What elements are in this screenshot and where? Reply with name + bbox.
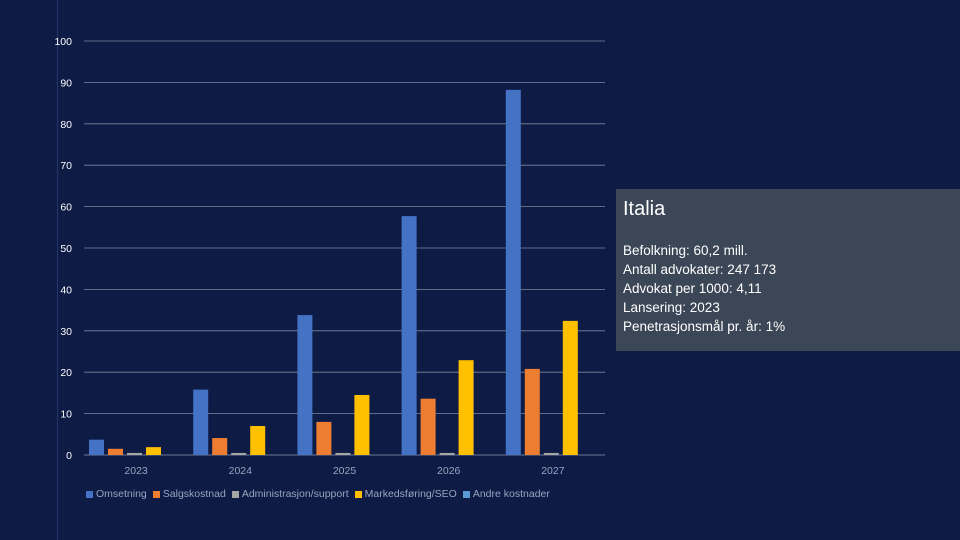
country-title: Italia <box>623 198 666 220</box>
y-tick-label: 90 <box>60 77 72 89</box>
legend-label: Omsetning <box>96 488 147 500</box>
info-lawyer-count: Antall advokater: 247 173 <box>623 262 777 277</box>
info-launch-year: Lansering: 2023 <box>623 300 720 315</box>
bar-omsetning <box>401 216 417 455</box>
bar-salgskostnad <box>316 421 332 455</box>
legend-swatch <box>152 490 160 498</box>
legend-label: Salgskostnad <box>162 488 226 500</box>
bar-administrasjon-support <box>439 452 455 455</box>
x-tick-label: 2026 <box>437 465 461 477</box>
x-tick-label: 2024 <box>229 465 253 477</box>
y-tick-label: 100 <box>54 36 72 48</box>
bar-markedsf-ring-seo <box>146 447 161 455</box>
bar-omsetning <box>505 89 521 456</box>
y-tick-label: 80 <box>60 119 72 131</box>
y-tick-label: 40 <box>60 284 72 296</box>
legend-label: Andre kostnader <box>472 488 550 500</box>
bar-salgskostnad <box>420 398 436 455</box>
bar-salgskostnad <box>212 438 228 455</box>
x-tick-label: 2023 <box>124 465 148 477</box>
bar-salgskostnad <box>108 448 123 455</box>
legend-swatch <box>231 490 239 498</box>
bar-omsetning <box>193 389 209 455</box>
bar-administrasjon-support <box>231 452 247 455</box>
legend-item: Markedsføring/SEO <box>354 488 457 500</box>
legend-item: Administrasjon/support <box>231 488 349 500</box>
bar-markedsf-ring-seo <box>458 360 474 455</box>
y-tick-label: 50 <box>60 243 72 255</box>
bar-markedsf-ring-seo <box>354 394 370 455</box>
bar-administrasjon-support <box>127 452 142 455</box>
x-tick-label: 2027 <box>541 465 565 477</box>
chart-legend: Omsetning Salgskostnad Administrasjon/supp… <box>86 487 556 501</box>
bar-markedsf-ring-seo <box>562 320 578 455</box>
info-population: Befolkning: 60,2 mill. <box>623 243 748 258</box>
x-tick-label: 2025 <box>333 465 357 477</box>
legend-item: Andre kostnader <box>462 488 550 500</box>
y-tick-label: 70 <box>60 160 72 172</box>
bar-omsetning <box>89 439 104 455</box>
bar-omsetning <box>297 315 313 455</box>
legend-label: Markedsføring/SEO <box>364 488 457 500</box>
y-tick-label: 20 <box>60 367 72 379</box>
y-tick-label: 0 <box>66 450 72 462</box>
legend-swatch <box>354 490 362 498</box>
country-info-box: Italia Befolkning: 60,2 mill. Antall adv… <box>616 189 960 351</box>
legend-label: Administrasjon/support <box>241 488 349 500</box>
bar-markedsf-ring-seo <box>250 426 266 455</box>
info-penetration-goal: Penetrasjonsmål pr. år: 1% <box>623 319 786 334</box>
y-tick-label: 10 <box>60 409 72 421</box>
bar-administrasjon-support <box>543 452 559 455</box>
legend-swatch <box>86 490 93 498</box>
bar-salgskostnad <box>524 368 540 455</box>
legend-swatch <box>462 490 470 498</box>
slide-divider-line <box>57 0 58 540</box>
y-tick-label: 60 <box>60 202 72 214</box>
y-tick-label: 30 <box>60 326 72 338</box>
legend-item: Salgskostnad <box>152 488 226 500</box>
legend-item: Omsetning <box>86 488 147 500</box>
info-lawyers-per-1000: Advokat per 1000: 4,11 <box>623 281 762 296</box>
bar-administrasjon-support <box>335 452 351 455</box>
